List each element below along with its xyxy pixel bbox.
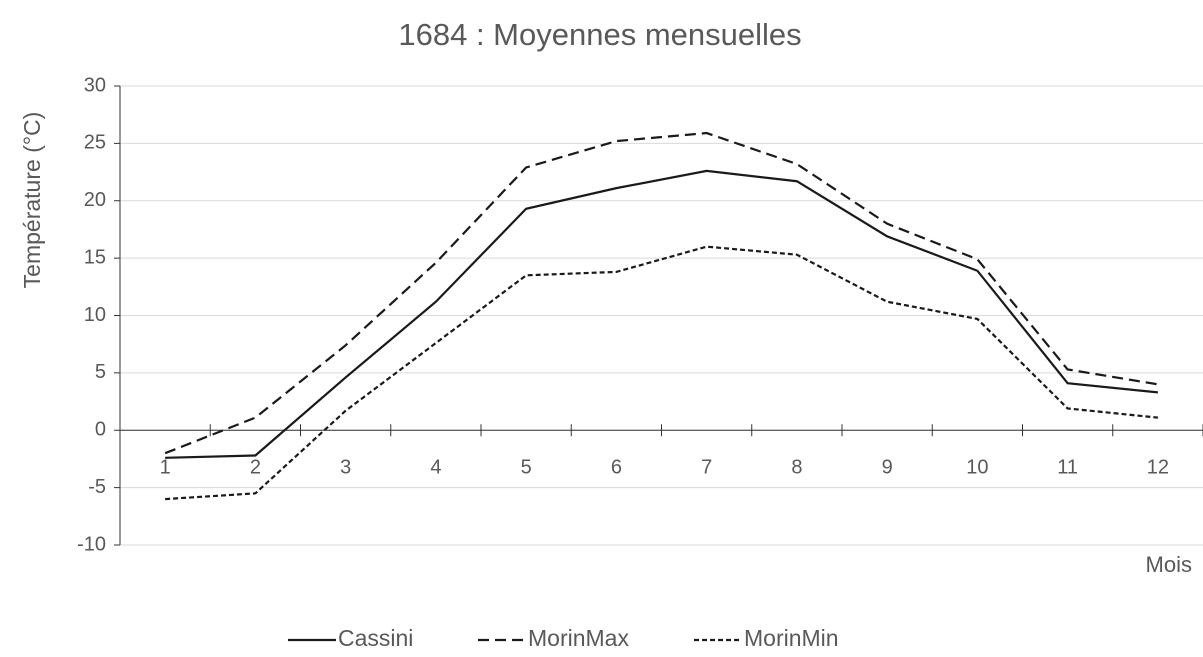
x-tick-label: 12	[1147, 457, 1169, 479]
y-tick-label: 5	[95, 361, 106, 383]
x-tick-label: 4	[430, 457, 441, 479]
y-tick-label: -10	[77, 533, 106, 555]
series-line	[164, 131, 1159, 455]
x-tick-label: 11	[1057, 457, 1078, 479]
x-tick-label: 7	[701, 457, 712, 479]
x-tick-label: 10	[966, 457, 988, 479]
legend-label: MorinMin	[744, 625, 839, 651]
x-axis-label: Mois	[1146, 552, 1192, 577]
legend-label: Cassini	[338, 625, 413, 651]
legend-label: MorinMax	[528, 625, 629, 651]
y-tick-label: 10	[84, 304, 106, 326]
y-tick-label: 25	[84, 132, 106, 154]
chart-title: 1684 : Moyennes mensuelles	[398, 17, 801, 52]
x-tick-label: 5	[521, 457, 532, 479]
x-tick-label: 8	[791, 457, 802, 479]
y-tick-label: -5	[88, 476, 106, 498]
y-tick-label: 30	[84, 74, 106, 96]
series-line	[165, 245, 1158, 501]
x-tick-label: 1	[160, 457, 171, 479]
x-tick-label: 6	[611, 457, 622, 479]
y-tick-label: 0	[95, 419, 106, 441]
x-tick-label: 3	[340, 457, 351, 479]
y-tick-label: 15	[84, 246, 106, 268]
x-tick-label: 2	[250, 457, 261, 479]
y-axis-label: Température (°C)	[19, 112, 45, 289]
y-tick-label: 20	[84, 189, 106, 211]
x-tick-label: 9	[882, 457, 893, 479]
series-line	[165, 169, 1158, 459]
